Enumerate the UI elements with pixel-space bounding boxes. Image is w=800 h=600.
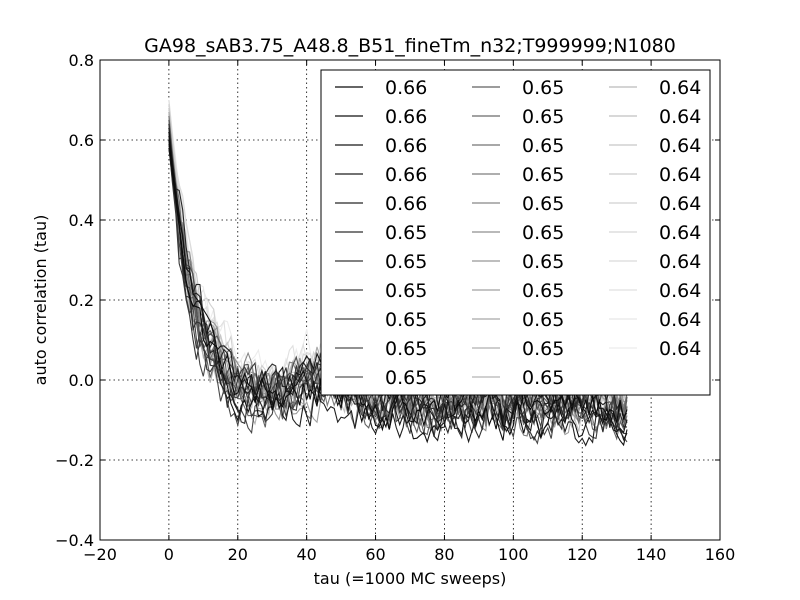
x-tick-label: 60: [365, 545, 385, 564]
legend-label: 0.65: [385, 222, 427, 244]
x-tick-label: 160: [705, 545, 736, 564]
x-tick-label: 100: [498, 545, 529, 564]
chart-title: GA98_sAB3.75_A48.8_B51_fineTm_n32;T99999…: [144, 35, 676, 57]
legend-label: 0.65: [385, 309, 427, 331]
legend-label: 0.65: [522, 338, 564, 360]
legend-label: 0.65: [522, 77, 564, 99]
y-tick-label: 0.0: [69, 371, 94, 390]
y-tick-label: 0.2: [69, 291, 94, 310]
y-tick-label: 0.8: [69, 51, 94, 70]
legend-label: 0.64: [659, 338, 701, 360]
legend-label: 0.65: [522, 164, 564, 186]
legend-label: 0.65: [522, 309, 564, 331]
legend-label: 0.65: [385, 280, 427, 302]
legend-label: 0.65: [385, 338, 427, 360]
x-tick-label: 140: [636, 545, 667, 564]
legend-label: 0.66: [385, 193, 427, 215]
series-line: [168, 123, 628, 442]
legend-label: 0.65: [385, 251, 427, 273]
legend-label: 0.66: [385, 164, 427, 186]
legend-label: 0.65: [522, 251, 564, 273]
y-tick-label: −0.4: [55, 531, 94, 550]
legend-label: 0.66: [385, 106, 427, 128]
series-line: [168, 139, 628, 436]
y-tick-label: −0.2: [55, 451, 94, 470]
legend-box: [320, 69, 711, 396]
legend-label: 0.64: [659, 251, 701, 273]
legend-label: 0.64: [659, 222, 701, 244]
legend-label: 0.64: [659, 135, 701, 157]
series-line: [168, 143, 628, 432]
legend: 0.66 0.66 0.66 0.66 0.66 0.65 0.65 0.65 0.65 0.65…: [320, 69, 711, 396]
legend-label: 0.65: [522, 135, 564, 157]
legend-label: 0.65: [522, 193, 564, 215]
legend-label: 0.65: [522, 367, 564, 389]
y-axis-title: auto correlation (tau): [31, 215, 50, 386]
legend-label: 0.65: [385, 367, 427, 389]
x-tick-label: 20: [228, 545, 248, 564]
x-tick-label: 120: [567, 545, 598, 564]
legend-label: 0.65: [522, 222, 564, 244]
legend-label: 0.64: [659, 77, 701, 99]
y-tick-label: 0.6: [69, 131, 94, 150]
x-tick-label: −20: [83, 545, 117, 564]
y-tick-label: 0.4: [69, 211, 94, 230]
axis-ticks: −20 0 20 40 60 80 100 120 140 160 −0.4 −0.2 0.0 0.2 0.…: [55, 51, 735, 564]
legend-label: 0.66: [385, 77, 427, 99]
legend-label: 0.64: [659, 280, 701, 302]
legend-label: 0.65: [522, 106, 564, 128]
legend-label: 0.64: [659, 164, 701, 186]
legend-label: 0.66: [385, 135, 427, 157]
x-axis-title: tau (=1000 MC sweeps): [314, 569, 507, 588]
legend-label: 0.64: [659, 309, 701, 331]
x-tick-label: 80: [434, 545, 454, 564]
legend-label: 0.64: [659, 193, 701, 215]
x-tick-label: 0: [164, 545, 174, 564]
legend-label: 0.65: [522, 280, 564, 302]
legend-label: 0.64: [659, 106, 701, 128]
x-tick-label: 40: [296, 545, 316, 564]
